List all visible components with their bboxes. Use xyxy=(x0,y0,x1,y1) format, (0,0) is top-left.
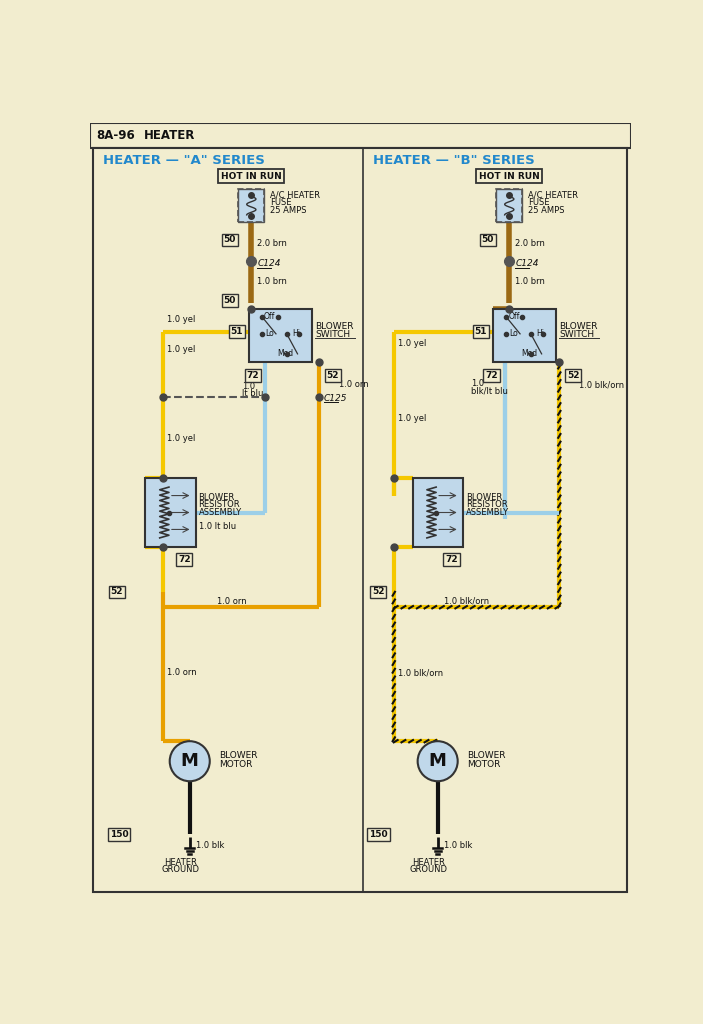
Text: 1.0 blk/orn: 1.0 blk/orn xyxy=(399,668,444,677)
Text: 1.0 blk: 1.0 blk xyxy=(196,841,224,850)
Text: 52: 52 xyxy=(327,371,340,380)
Text: 1.0 blk/orn: 1.0 blk/orn xyxy=(444,597,489,605)
Text: HEATER — "A" SERIES: HEATER — "A" SERIES xyxy=(103,154,265,167)
Text: 51: 51 xyxy=(475,327,487,336)
Text: C125: C125 xyxy=(323,394,347,403)
Text: SWITCH: SWITCH xyxy=(560,330,595,339)
Text: Hi: Hi xyxy=(536,330,544,338)
Text: 150: 150 xyxy=(369,829,387,839)
Text: HOT IN RUN: HOT IN RUN xyxy=(479,171,540,180)
Text: BLOWER: BLOWER xyxy=(315,322,354,331)
Text: 150: 150 xyxy=(110,829,128,839)
Text: HEATER: HEATER xyxy=(164,857,197,866)
Text: 1.0 yel: 1.0 yel xyxy=(167,345,195,353)
Text: RESISTOR: RESISTOR xyxy=(466,501,508,509)
Bar xyxy=(249,309,312,361)
Text: MOTOR: MOTOR xyxy=(467,760,501,769)
Text: FUSE: FUSE xyxy=(270,199,291,208)
Text: 25 AMPS: 25 AMPS xyxy=(270,206,307,215)
Text: MOTOR: MOTOR xyxy=(219,760,252,769)
Text: GROUND: GROUND xyxy=(162,865,200,874)
Text: blk/lt blu: blk/lt blu xyxy=(471,386,508,395)
Text: 25 AMPS: 25 AMPS xyxy=(528,206,565,215)
Text: A/C HEATER: A/C HEATER xyxy=(270,190,320,200)
Text: 1.0 yel: 1.0 yel xyxy=(398,414,426,423)
Text: 72: 72 xyxy=(247,371,259,380)
Bar xyxy=(493,309,556,361)
Text: 1.0 orn: 1.0 orn xyxy=(217,597,247,605)
Text: HOT IN RUN: HOT IN RUN xyxy=(221,171,282,180)
Text: lt blu: lt blu xyxy=(242,389,264,398)
Bar xyxy=(90,123,631,147)
Bar xyxy=(146,478,195,547)
Circle shape xyxy=(418,741,458,781)
Text: 72: 72 xyxy=(485,371,498,380)
Text: 52: 52 xyxy=(110,588,123,596)
Text: 1.0 brn: 1.0 brn xyxy=(257,278,288,286)
Text: BLOWER: BLOWER xyxy=(467,751,505,760)
Text: Lo: Lo xyxy=(510,330,518,338)
Text: 52: 52 xyxy=(372,588,385,596)
Text: BLOWER: BLOWER xyxy=(219,751,257,760)
Text: 1.0 yel: 1.0 yel xyxy=(167,434,195,443)
Bar xyxy=(413,478,463,547)
Bar xyxy=(496,189,522,222)
Text: Med: Med xyxy=(521,349,537,358)
Text: 72: 72 xyxy=(445,555,458,564)
Text: 1.0 orn: 1.0 orn xyxy=(339,380,369,389)
Text: 1.0: 1.0 xyxy=(242,382,255,391)
Text: 51: 51 xyxy=(231,327,243,336)
Text: GROUND: GROUND xyxy=(409,865,447,874)
Text: Off: Off xyxy=(264,312,276,322)
Text: Lo: Lo xyxy=(266,330,274,338)
Bar xyxy=(238,189,264,222)
Text: C124: C124 xyxy=(257,259,281,268)
Text: 52: 52 xyxy=(567,371,579,380)
Text: 1.0 yel: 1.0 yel xyxy=(398,339,426,347)
Text: Off: Off xyxy=(508,312,520,322)
Text: 1.0 lt blu: 1.0 lt blu xyxy=(198,522,236,530)
Text: HEATER: HEATER xyxy=(143,129,195,141)
Text: M: M xyxy=(429,753,446,770)
Text: ASSEMBLY: ASSEMBLY xyxy=(198,508,242,517)
Text: A/C HEATER: A/C HEATER xyxy=(528,190,578,200)
Text: 1.0 yel: 1.0 yel xyxy=(167,315,195,325)
Circle shape xyxy=(169,741,209,781)
Text: HEATER: HEATER xyxy=(412,857,445,866)
Text: 50: 50 xyxy=(482,236,494,245)
Text: M: M xyxy=(181,753,199,770)
Text: 72: 72 xyxy=(178,555,191,564)
Text: BLOWER: BLOWER xyxy=(466,493,502,502)
Text: C124: C124 xyxy=(515,259,539,268)
Text: 2.0 brn: 2.0 brn xyxy=(257,239,288,248)
Text: HEATER — "B" SERIES: HEATER — "B" SERIES xyxy=(373,154,535,167)
Text: 1.0 orn: 1.0 orn xyxy=(167,668,197,677)
Text: 1.0 brn: 1.0 brn xyxy=(515,278,546,286)
Text: RESISTOR: RESISTOR xyxy=(198,501,240,509)
Text: 50: 50 xyxy=(224,236,236,245)
Bar xyxy=(496,189,522,222)
Text: 50: 50 xyxy=(224,296,236,305)
Text: BLOWER: BLOWER xyxy=(198,493,235,502)
Text: Hi: Hi xyxy=(292,330,300,338)
Text: FUSE: FUSE xyxy=(528,199,549,208)
Bar xyxy=(238,189,264,222)
Text: ASSEMBLY: ASSEMBLY xyxy=(466,508,509,517)
Text: 1.0 blk/orn: 1.0 blk/orn xyxy=(579,380,624,389)
Text: 1.0: 1.0 xyxy=(471,379,484,388)
Text: Med: Med xyxy=(277,349,293,358)
Text: 1.0 blk: 1.0 blk xyxy=(444,841,472,850)
Text: 8A-96: 8A-96 xyxy=(96,129,134,141)
Text: BLOWER: BLOWER xyxy=(560,322,598,331)
Text: 2.0 brn: 2.0 brn xyxy=(515,239,546,248)
Text: SWITCH: SWITCH xyxy=(315,330,350,339)
